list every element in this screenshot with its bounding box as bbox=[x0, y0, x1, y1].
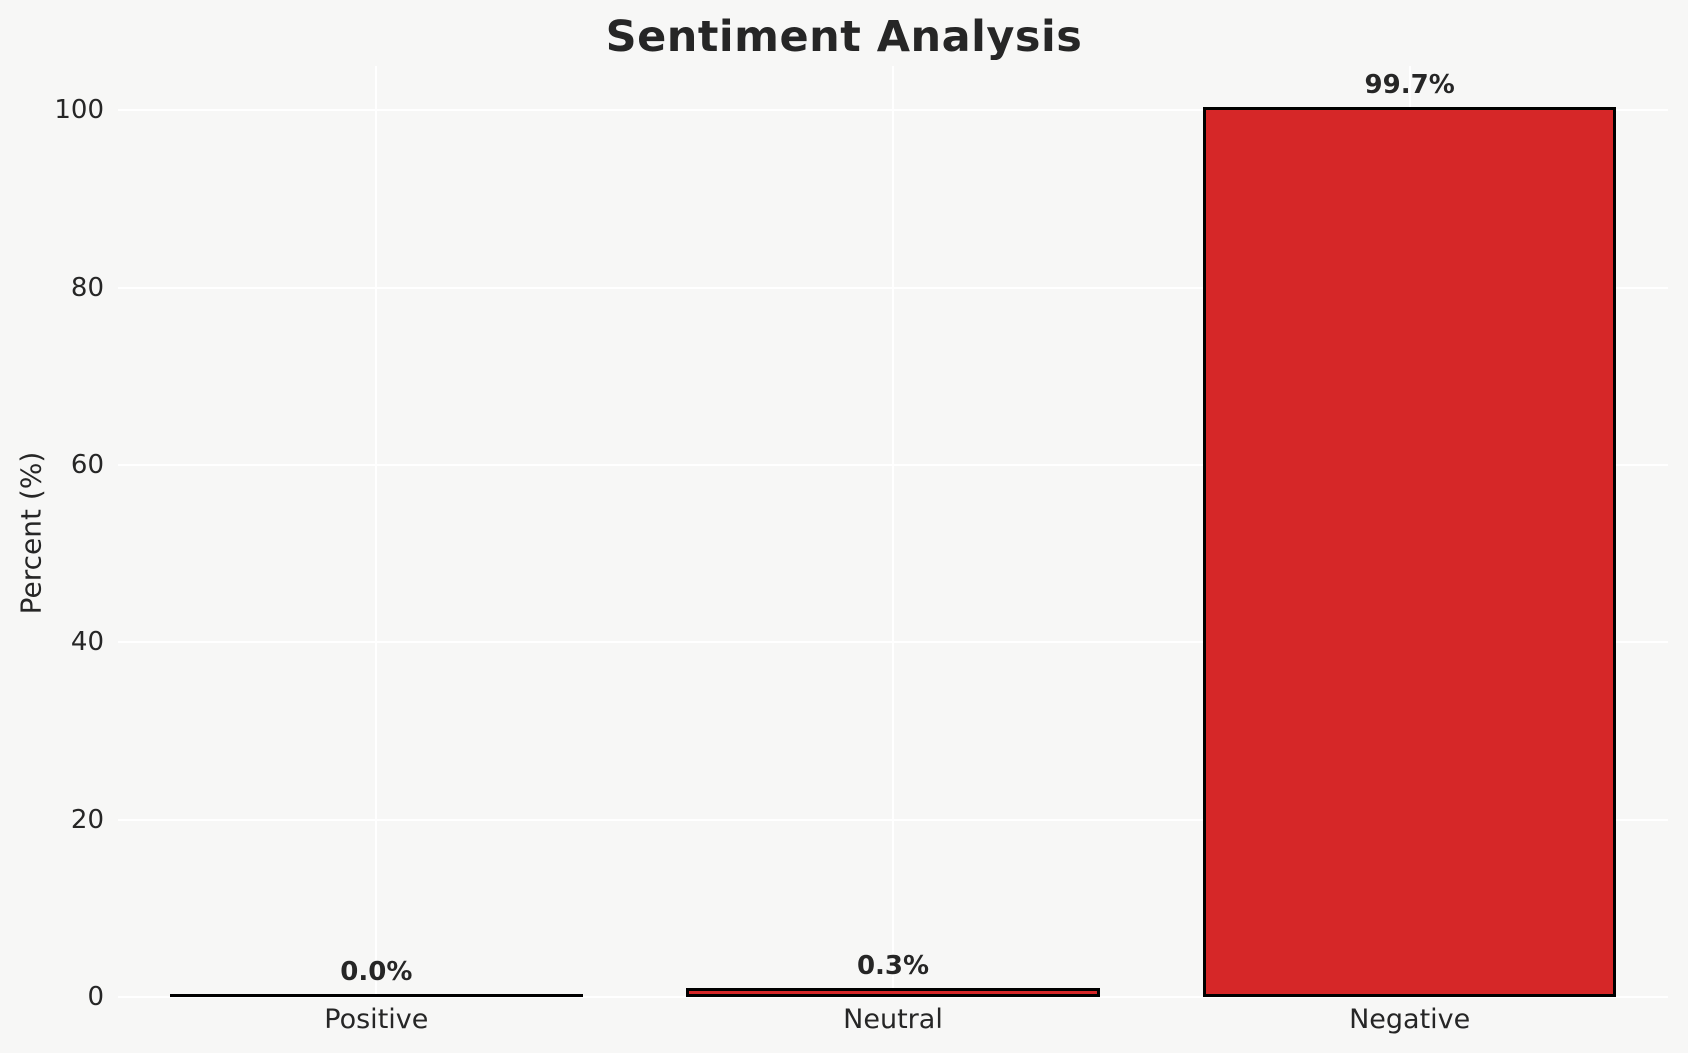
plot-area: 0 20 40 60 80 100 0.0% Positive 0.3% Neutral 99.7%… bbox=[54, 66, 1668, 1035]
x-tick-label: Neutral bbox=[843, 1004, 943, 1035]
gridline-vertical bbox=[892, 66, 894, 997]
y-tick-label: 0 bbox=[87, 982, 104, 1012]
bar bbox=[169, 994, 583, 997]
x-tick-label: Negative bbox=[1349, 1004, 1471, 1035]
bar-value-label: 0.0% bbox=[340, 957, 413, 987]
y-tick-label: 100 bbox=[54, 95, 104, 126]
gridline-horizontal bbox=[118, 996, 1668, 998]
gridline-vertical bbox=[375, 66, 378, 997]
y-tick-label: 40 bbox=[70, 627, 104, 658]
bar bbox=[1203, 107, 1617, 997]
chart-title: Sentiment Analysis bbox=[605, 12, 1083, 62]
y-tick-label: 80 bbox=[70, 272, 104, 303]
bar-value-label: 0.3% bbox=[856, 951, 930, 981]
bar bbox=[686, 988, 1100, 997]
bar-value-label: 99.7% bbox=[1364, 70, 1455, 100]
x-tick-label: Positive bbox=[324, 1004, 429, 1035]
y-tick-label: 20 bbox=[70, 804, 104, 835]
y-tick-label: 60 bbox=[70, 450, 104, 480]
